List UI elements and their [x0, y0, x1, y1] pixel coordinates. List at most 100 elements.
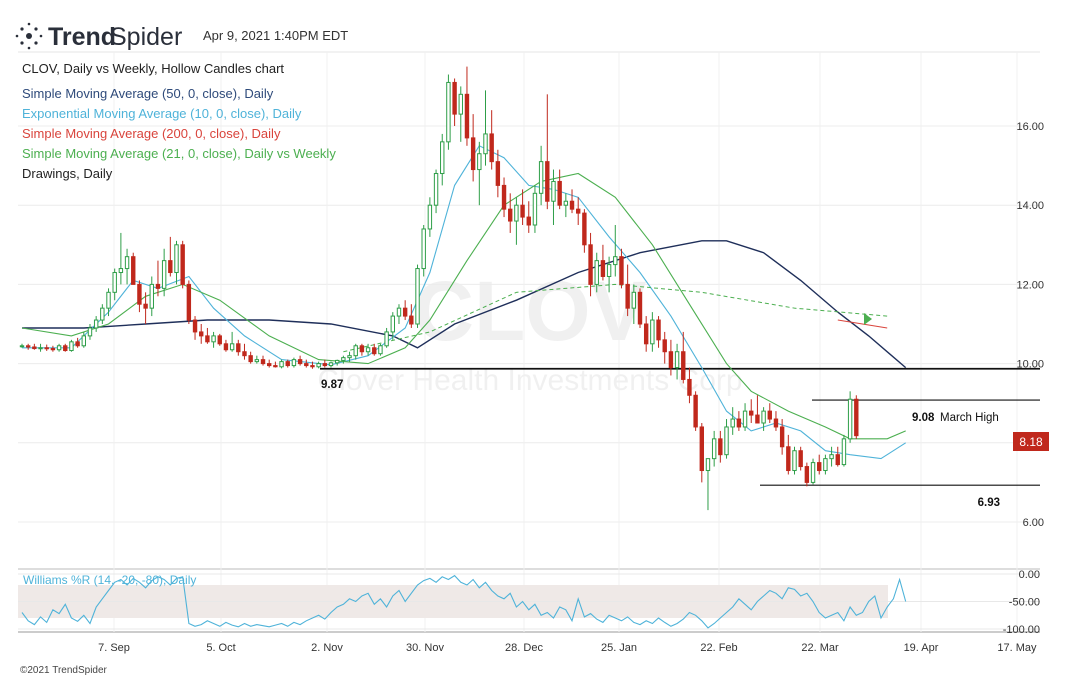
candle	[267, 359, 272, 368]
candle-body	[328, 362, 334, 367]
candle-body	[378, 345, 383, 355]
legend-sma21[interactable]: Simple Moving Average (21, 0, close), Da…	[22, 146, 336, 161]
candle	[260, 355, 266, 366]
candle-body	[384, 331, 389, 347]
candle-body	[372, 347, 377, 355]
candle-body	[532, 192, 538, 226]
candle-body	[44, 347, 49, 350]
candle-body	[594, 260, 599, 285]
candle-body	[464, 93, 470, 139]
candle	[334, 359, 340, 366]
candle	[316, 361, 321, 369]
price-badge-background	[1013, 432, 1049, 451]
candle-body	[217, 335, 222, 345]
candle	[63, 343, 68, 352]
candle	[25, 343, 31, 350]
candle	[508, 193, 513, 233]
candle	[217, 333, 222, 346]
candle-body	[236, 343, 241, 353]
candle	[563, 193, 569, 218]
candle	[718, 430, 723, 463]
candle-body	[730, 418, 735, 428]
candle-body	[137, 283, 142, 305]
candle	[557, 169, 562, 210]
candle-body	[823, 458, 828, 472]
candle-body	[767, 410, 772, 420]
candle-body	[761, 410, 766, 424]
candle	[576, 197, 581, 225]
candle	[199, 324, 204, 344]
candle	[19, 343, 25, 348]
candle-body	[810, 462, 816, 483]
candle-body	[742, 410, 748, 428]
candle	[137, 280, 142, 313]
candle-body	[211, 335, 216, 343]
candle	[174, 240, 179, 285]
candle-body	[118, 268, 124, 274]
candle	[798, 446, 803, 471]
candle	[470, 114, 476, 182]
candle	[526, 201, 531, 233]
williams-r-panel: 0.00 -50.00 -100.00	[18, 569, 1040, 636]
legend-sma200[interactable]: Simple Moving Average (200, 0, close), D…	[22, 126, 281, 141]
candle	[341, 355, 346, 364]
candle	[427, 197, 433, 237]
candle-body	[50, 348, 56, 351]
candle	[242, 343, 247, 360]
legend-ema10[interactable]: Exponential Moving Average (10, 0, close…	[22, 106, 302, 121]
candle	[619, 248, 624, 289]
candle-body	[693, 394, 698, 428]
candle	[804, 462, 810, 487]
candle-body	[606, 264, 612, 277]
candle-body	[25, 345, 31, 348]
williams-r-title[interactable]: Williams %R (14, -20, -80), Daily	[23, 573, 196, 587]
candle-body	[779, 426, 785, 448]
candle-body	[705, 458, 711, 472]
candle	[38, 343, 43, 352]
candle-body	[248, 355, 253, 363]
candle-body	[180, 244, 185, 285]
current-price: 8.18	[1019, 435, 1043, 449]
sma200-line	[837, 319, 888, 329]
candle-body	[501, 184, 507, 210]
candle	[823, 454, 828, 475]
candle	[155, 260, 161, 297]
candle-body	[613, 256, 618, 266]
candle	[254, 355, 260, 364]
candle	[464, 66, 470, 146]
candle-body	[804, 466, 810, 483]
candle	[520, 189, 525, 225]
legend-sma50[interactable]: Simple Moving Average (50, 0, close), Da…	[22, 86, 274, 101]
candle-body	[260, 359, 266, 365]
legend-drawings[interactable]: Drawings, Daily	[22, 166, 113, 181]
candle	[631, 284, 637, 324]
candle-body	[229, 343, 235, 351]
candle	[674, 343, 680, 380]
candle	[124, 248, 130, 285]
candle-body	[674, 351, 680, 369]
candle-body	[168, 260, 173, 274]
candle-body	[798, 450, 803, 468]
candle	[699, 423, 704, 483]
candle-body	[514, 204, 519, 222]
candle	[353, 343, 358, 360]
candle	[44, 344, 49, 351]
candle	[106, 288, 111, 317]
x-tick-label: 19. Apr	[904, 642, 939, 654]
candle	[569, 189, 575, 214]
candle-body	[600, 260, 606, 277]
candle	[149, 276, 154, 317]
candle	[458, 86, 463, 142]
spider-logo-icon	[15, 22, 43, 50]
candle	[705, 458, 711, 511]
candle-body	[93, 319, 99, 329]
candle-body	[619, 256, 624, 285]
axes: 16.00 14.00 12.00 10.00 6.00 7. Sep 5. Oct 2. N…	[98, 121, 1044, 654]
watermark-ticker: CLOV	[413, 264, 646, 358]
candle-body	[334, 359, 340, 364]
candle-body	[100, 307, 105, 321]
candle	[161, 248, 167, 297]
brand-bold: Trend	[48, 23, 116, 51]
candle	[192, 316, 198, 340]
